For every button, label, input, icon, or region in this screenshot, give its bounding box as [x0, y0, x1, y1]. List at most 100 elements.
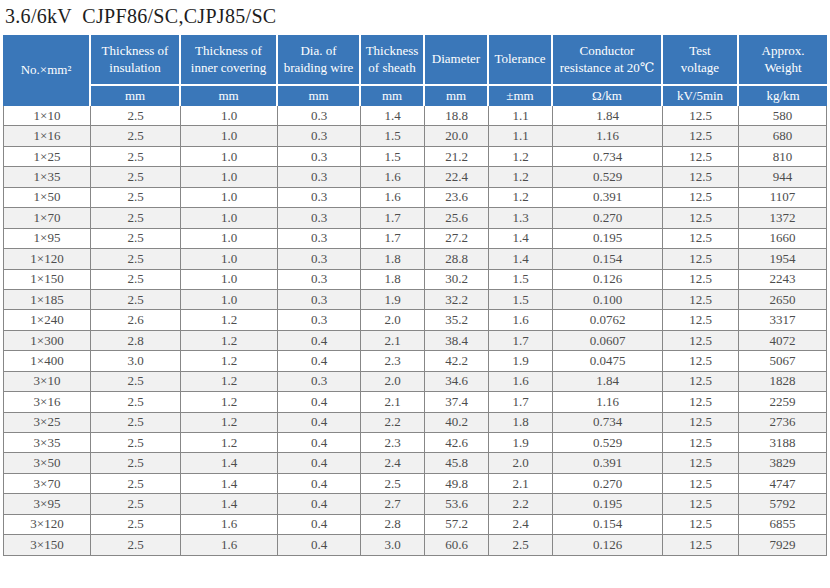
value-cell: 1.7 [489, 392, 553, 412]
value-cell: 60.6 [425, 535, 489, 555]
col-header-test-voltage: Test voltage [663, 35, 739, 86]
value-cell: 1660 [739, 229, 827, 249]
table-row: 1×252.51.00.31.521.21.20.73412.5810 [3, 147, 827, 167]
value-cell: 1.6 [361, 167, 425, 187]
value-cell: 1.7 [361, 229, 425, 249]
value-cell: 1.6 [489, 372, 553, 392]
value-cell: 2.0 [361, 372, 425, 392]
value-cell: 0.3 [278, 249, 361, 269]
value-cell: 1.0 [181, 106, 278, 126]
row-size-cell: 1×35 [3, 167, 91, 187]
value-cell: 0.3 [278, 270, 361, 290]
page: 3.6/6kV CJPF86/SC,CJPJ85/SC No.×mm² Thic… [0, 0, 830, 588]
value-cell: 21.2 [425, 147, 489, 167]
col-header-tolerance: Tolerance [489, 35, 553, 86]
row-size-cell: 1×50 [3, 188, 91, 208]
value-cell: 1.2 [181, 351, 278, 371]
value-cell: 2.1 [361, 392, 425, 412]
table-row: 3×702.51.40.42.549.82.10.27012.54747 [3, 474, 827, 494]
value-cell: 45.8 [425, 453, 489, 473]
row-size-cell: 1×240 [3, 310, 91, 330]
value-cell: 2.5 [91, 433, 181, 453]
value-cell: 1.0 [181, 126, 278, 146]
value-cell: 49.8 [425, 474, 489, 494]
value-cell: 810 [739, 147, 827, 167]
value-cell: 2.5 [91, 494, 181, 514]
value-cell: 0.195 [553, 229, 663, 249]
value-cell: 1.2 [181, 433, 278, 453]
value-cell: 1.2 [489, 188, 553, 208]
value-cell: 4747 [739, 474, 827, 494]
value-cell: 0.3 [278, 147, 361, 167]
value-cell: 12.5 [663, 147, 739, 167]
value-cell: 12.5 [663, 310, 739, 330]
value-cell: 12.5 [663, 351, 739, 371]
value-cell: 1.2 [181, 331, 278, 351]
unit-braiding-wire: mm [278, 86, 361, 106]
value-cell: 2.5 [91, 147, 181, 167]
value-cell: 23.6 [425, 188, 489, 208]
value-cell: 53.6 [425, 494, 489, 514]
value-cell: 12.5 [663, 494, 739, 514]
value-cell: 2.1 [361, 331, 425, 351]
value-cell: 2.5 [91, 229, 181, 249]
table-row: 3×1202.51.60.42.857.22.40.15412.56855 [3, 515, 827, 535]
col-header-braiding-wire-dia: Dia. of braiding wire [278, 35, 361, 86]
value-cell: 42.2 [425, 351, 489, 371]
value-cell: 1.16 [553, 392, 663, 412]
table-row: 3×352.51.20.42.342.61.90.52912.53188 [3, 433, 827, 453]
value-cell: 3317 [739, 310, 827, 330]
value-cell: 1.4 [489, 229, 553, 249]
value-cell: 2.3 [361, 433, 425, 453]
value-cell: 18.8 [425, 106, 489, 126]
table-row: 1×1202.51.00.31.828.81.40.15412.51954 [3, 249, 827, 269]
row-size-cell: 1×400 [3, 351, 91, 371]
value-cell: 2.5 [91, 413, 181, 433]
value-cell: 0.4 [278, 413, 361, 433]
value-cell: 1828 [739, 372, 827, 392]
row-size-cell: 3×150 [3, 535, 91, 555]
value-cell: 680 [739, 126, 827, 146]
table-row: 3×102.51.20.32.034.61.61.8412.51828 [3, 372, 827, 392]
value-cell: 2736 [739, 413, 827, 433]
value-cell: 12.5 [663, 270, 739, 290]
value-cell: 28.8 [425, 249, 489, 269]
value-cell: 0.3 [278, 372, 361, 392]
value-cell: 0.3 [278, 188, 361, 208]
table-row: 1×162.51.00.31.520.01.11.1612.5680 [3, 126, 827, 146]
value-cell: 12.5 [663, 249, 739, 269]
value-cell: 0.100 [553, 290, 663, 310]
table-row: 1×102.51.00.31.418.81.11.8412.5580 [3, 106, 827, 126]
value-cell: 12.5 [663, 167, 739, 187]
row-size-cell: 3×10 [3, 372, 91, 392]
value-cell: 12.5 [663, 413, 739, 433]
unit-test-voltage: kV/5min [663, 86, 739, 106]
value-cell: 1.6 [181, 535, 278, 555]
value-cell: 0.4 [278, 474, 361, 494]
value-cell: 1.0 [181, 188, 278, 208]
value-cell: 4072 [739, 331, 827, 351]
value-cell: 1107 [739, 188, 827, 208]
value-cell: 1.2 [489, 167, 553, 187]
value-cell: 1.9 [361, 290, 425, 310]
value-cell: 0.154 [553, 249, 663, 269]
value-cell: 0.0475 [553, 351, 663, 371]
value-cell: 1.7 [489, 331, 553, 351]
value-cell: 12.5 [663, 474, 739, 494]
value-cell: 1.0 [181, 270, 278, 290]
value-cell: 1.0 [181, 249, 278, 269]
value-cell: 2.5 [91, 392, 181, 412]
value-cell: 12.5 [663, 208, 739, 228]
value-cell: 12.5 [663, 229, 739, 249]
value-cell: 1.5 [361, 147, 425, 167]
row-size-cell: 1×70 [3, 208, 91, 228]
table-row: 1×702.51.00.31.725.61.30.27012.51372 [3, 208, 827, 228]
table-row: 3×252.51.20.42.240.21.80.73412.52736 [3, 413, 827, 433]
value-cell: 6855 [739, 515, 827, 535]
value-cell: 57.2 [425, 515, 489, 535]
value-cell: 1.4 [181, 474, 278, 494]
value-cell: 12.5 [663, 453, 739, 473]
value-cell: 1.16 [553, 126, 663, 146]
unit-resistance: Ω/km [553, 86, 663, 106]
col-header-size: No.×mm² [3, 35, 91, 106]
